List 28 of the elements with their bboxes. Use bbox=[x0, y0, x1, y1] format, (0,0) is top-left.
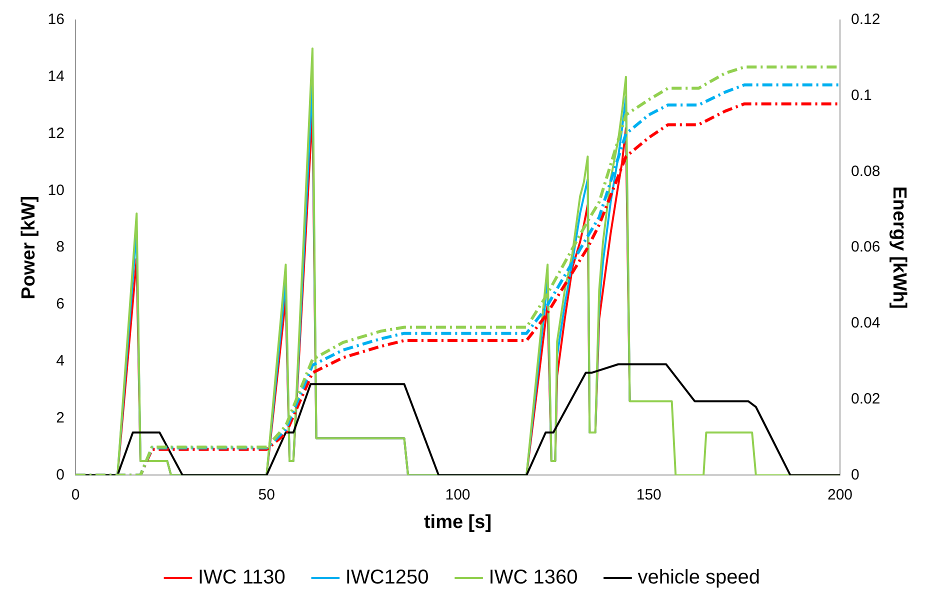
legend-label: IWC1250 bbox=[345, 566, 429, 589]
y2-tick-label: 0.02 bbox=[851, 390, 880, 408]
y2-tick-label: 0.06 bbox=[851, 238, 880, 256]
x-tick-label: 100 bbox=[445, 486, 470, 504]
y2-tick-label: 0.08 bbox=[851, 162, 880, 180]
y2-tick-label: 0.1 bbox=[851, 87, 872, 104]
y-tick-label: 8 bbox=[56, 238, 64, 256]
y-tick-label: 6 bbox=[56, 296, 64, 313]
y-tick-label: 2 bbox=[56, 409, 64, 426]
legend-label: IWC 1360 bbox=[488, 566, 578, 589]
y-tick-label: 14 bbox=[48, 68, 64, 86]
y2-tick-label: 0.04 bbox=[851, 314, 880, 332]
y2-axis-title: Energy [kWh] bbox=[888, 186, 910, 309]
y-tick-label: 10 bbox=[48, 182, 64, 199]
legend-label: vehicle speed bbox=[638, 566, 760, 589]
y-axis-title: Power [kW] bbox=[18, 196, 40, 300]
x-tick-label: 150 bbox=[636, 486, 662, 504]
x-tick-label: 200 bbox=[827, 486, 853, 504]
x-tick-label: 50 bbox=[258, 486, 275, 504]
y-tick-label: 4 bbox=[56, 352, 64, 370]
y-tick-label: 0 bbox=[56, 466, 64, 484]
y-tick-label: 12 bbox=[48, 124, 64, 142]
legend-label: IWC 1130 bbox=[198, 566, 286, 589]
x-axis-title: time [s] bbox=[424, 512, 492, 533]
x-tick-label: 0 bbox=[71, 486, 80, 504]
y2-tick-label: 0 bbox=[851, 466, 860, 484]
y-tick-label: 16 bbox=[48, 11, 64, 28]
y2-tick-label: 0.12 bbox=[851, 11, 880, 28]
